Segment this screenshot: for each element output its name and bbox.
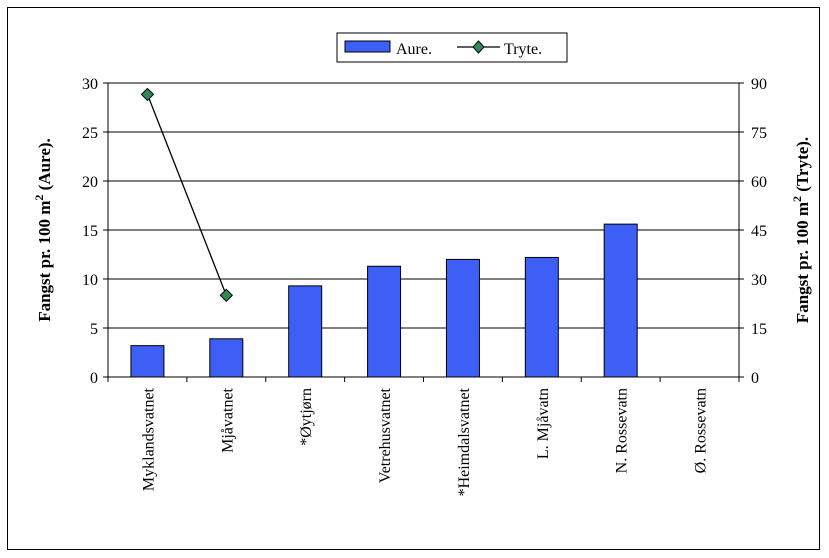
- x-category-label: Ø. Rossevatn: [693, 388, 710, 473]
- tryte-point: [219, 288, 234, 303]
- y-tick-label-left: 5: [90, 321, 98, 338]
- legend-aure-label: Aure.: [396, 41, 432, 58]
- y-tick-label-left: 10: [82, 272, 98, 289]
- line-series: [140, 87, 234, 303]
- bar: [288, 285, 323, 378]
- bar-series: [130, 223, 638, 378]
- y-tick-label-left: 15: [82, 223, 98, 240]
- axes: [103, 82, 744, 382]
- y-tick-label-right: 75: [751, 125, 767, 142]
- y-tick-label-right: 90: [751, 76, 767, 93]
- y-tick-label-left: 0: [90, 370, 98, 387]
- y-axis-left-title: Fangst pr. 100 m2 (Aure).: [32, 138, 54, 322]
- y-tick-label-right: 45: [751, 223, 767, 240]
- x-category-label: N. Rossevatn: [614, 388, 631, 473]
- bar: [445, 258, 480, 378]
- legend-tryte-marker: [472, 40, 485, 54]
- tryte-point: [140, 87, 155, 102]
- bar: [130, 345, 165, 378]
- y-tick-label-right: 30: [751, 272, 767, 289]
- legend-tryte-label: Tryte.: [504, 41, 542, 58]
- bar: [209, 338, 244, 378]
- x-category-label: *Øytjørn: [298, 388, 315, 446]
- bar: [603, 223, 638, 378]
- y-tick-label-left: 20: [82, 174, 98, 191]
- y-tick-label-left: 30: [82, 76, 98, 93]
- x-category-label: L. Mjåvatn: [535, 388, 552, 459]
- x-category-label: Mjåvatnet: [219, 387, 236, 452]
- x-category-label: Vetrehusvatnet: [377, 387, 394, 483]
- y-tick-label-right: 0: [751, 370, 759, 387]
- y-tick-label-right: 15: [751, 321, 767, 338]
- x-category-label: *Heimdalsvatnet: [456, 387, 473, 496]
- y-axis-right-title: Fangst pr. 100 m2 (Tryte).: [790, 137, 812, 323]
- x-category-label: Myklandsvatnet: [140, 387, 157, 491]
- y-tick-label-right: 60: [751, 174, 767, 191]
- tick-labels: 0 5 10 15 20 25 30 0 15 30 45 60 75 90 Myklandsvatnet M…: [82, 76, 767, 496]
- y-tick-label-left: 25: [82, 125, 98, 142]
- bar: [367, 265, 402, 378]
- legend-aure-swatch: [344, 40, 391, 53]
- legend: Aure. Tryte.: [336, 32, 568, 63]
- tryte-line: [146, 94, 227, 296]
- bar: [524, 256, 559, 378]
- grid: [108, 82, 739, 329]
